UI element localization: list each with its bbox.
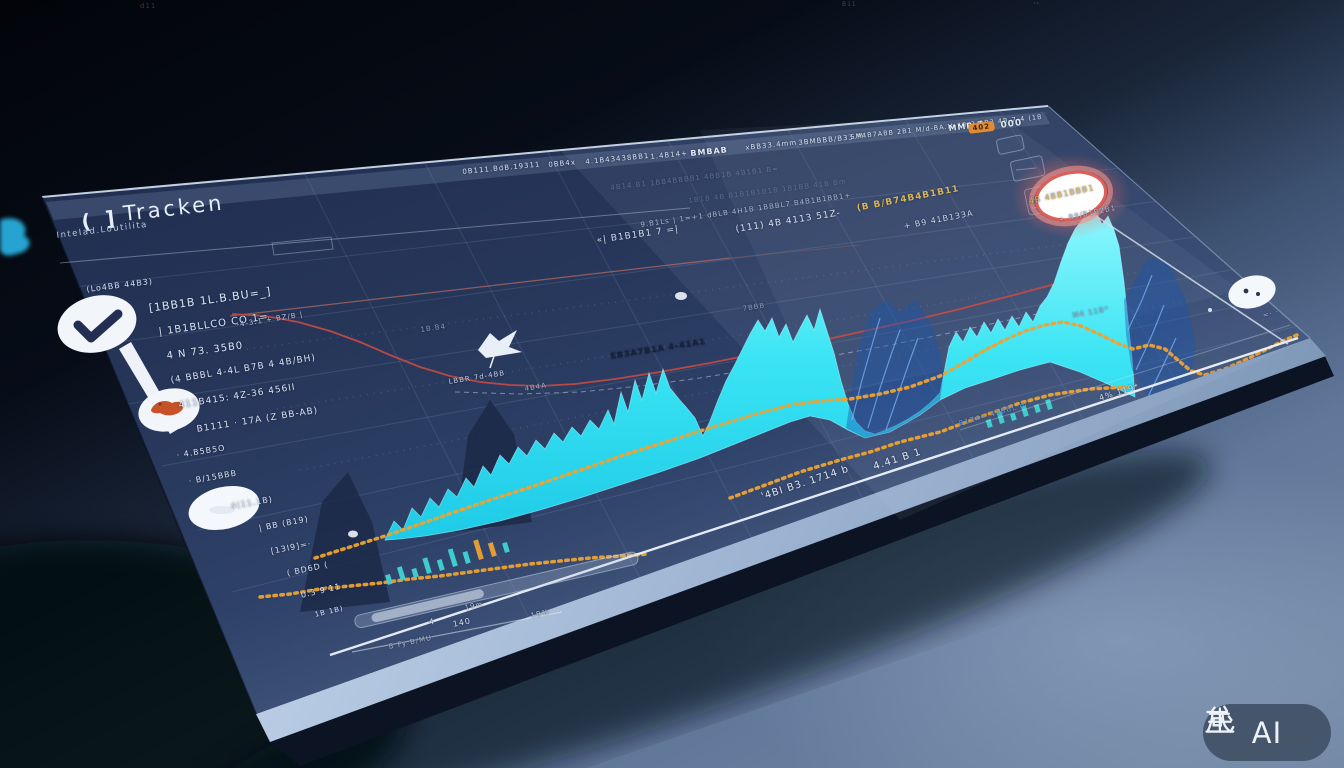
- volume-bar: [396, 566, 406, 581]
- time-range-scrollbar: [354, 551, 639, 629]
- dot: [1243, 288, 1249, 294]
- orange-dotted-line-upper: [313, 320, 1299, 560]
- data-streak: [851, 317, 881, 421]
- data-streak: [885, 337, 919, 431]
- cyan-area-series: [384, 211, 1136, 541]
- axis-parallel-line: [959, 324, 1291, 431]
- device-shadow: [188, 452, 1212, 768]
- device-bezel: [256, 338, 1326, 742]
- x-axis-line: [329, 336, 1299, 657]
- callout-line: [1089, 211, 1289, 345]
- orange-dotted-line-lower: [258, 552, 650, 599]
- volume-bar: [1020, 405, 1029, 417]
- volume-bar: [447, 548, 458, 567]
- red-separator: [229, 257, 731, 317]
- blank-marker[interactable]: [184, 479, 264, 536]
- edge-glow-icon: [0, 218, 30, 256]
- flame-badge-marker[interactable]: [134, 383, 204, 438]
- scrollbar-thumb[interactable]: [371, 588, 485, 623]
- mini-panel-outline: [271, 236, 334, 256]
- data-streak: [1135, 304, 1165, 371]
- volume-bar: [462, 551, 471, 564]
- volume-bar: [1033, 403, 1041, 413]
- shadow-wedge: [300, 472, 390, 612]
- checkmark-icon: [73, 309, 123, 343]
- blue-shadow-region: [1124, 258, 1196, 398]
- red-trend-line: [231, 275, 1086, 387]
- red-separator: [729, 244, 861, 259]
- dots-marker[interactable]: [1225, 271, 1279, 314]
- volume-bar: [411, 567, 419, 578]
- bird-icon: [478, 330, 522, 369]
- volume-bar: [996, 411, 1005, 424]
- volume-bar: [473, 539, 484, 560]
- flame-dot: [158, 402, 162, 406]
- volume-bar: [487, 542, 497, 557]
- screen-top-edge: [41, 105, 1049, 198]
- white-dot: [348, 530, 358, 538]
- title-separator: [59, 207, 691, 264]
- volume-bar: [1009, 412, 1017, 422]
- white-dot: [1208, 308, 1212, 312]
- volume-bar: [985, 418, 993, 428]
- data-streak: [867, 329, 901, 429]
- device-underside: [268, 354, 1334, 766]
- screen-left-edge: [41, 196, 257, 715]
- volume-bar: [502, 541, 510, 554]
- data-streak: [1143, 337, 1177, 406]
- menu-band: [46, 112, 1050, 220]
- axis-underline: [351, 611, 563, 653]
- dot: [1256, 292, 1260, 296]
- blue-shadow-region: [846, 300, 944, 438]
- alert-outer-ring: [1029, 165, 1113, 227]
- dots-circle: [1228, 275, 1276, 309]
- blank-circle-inner: [209, 506, 235, 514]
- alert-marker[interactable]: [1011, 154, 1131, 238]
- cjk-glyph-cheng: [1206, 705, 1235, 733]
- volume-bar: [385, 573, 393, 586]
- white-dot: [675, 292, 687, 300]
- orange-dotted-line-lower: [728, 385, 1129, 500]
- volume-bar: [436, 559, 445, 571]
- ai-generated-watermark: AI: [1203, 704, 1331, 761]
- volume-bar: [422, 557, 432, 574]
- volume-bar: [1045, 398, 1053, 410]
- watermark-latin-text: AI: [1251, 715, 1283, 750]
- pin-circle: [57, 295, 137, 353]
- data-streak: [1127, 274, 1153, 331]
- screen-sheen: [700, 115, 1240, 400]
- alert-circle: [1035, 170, 1107, 222]
